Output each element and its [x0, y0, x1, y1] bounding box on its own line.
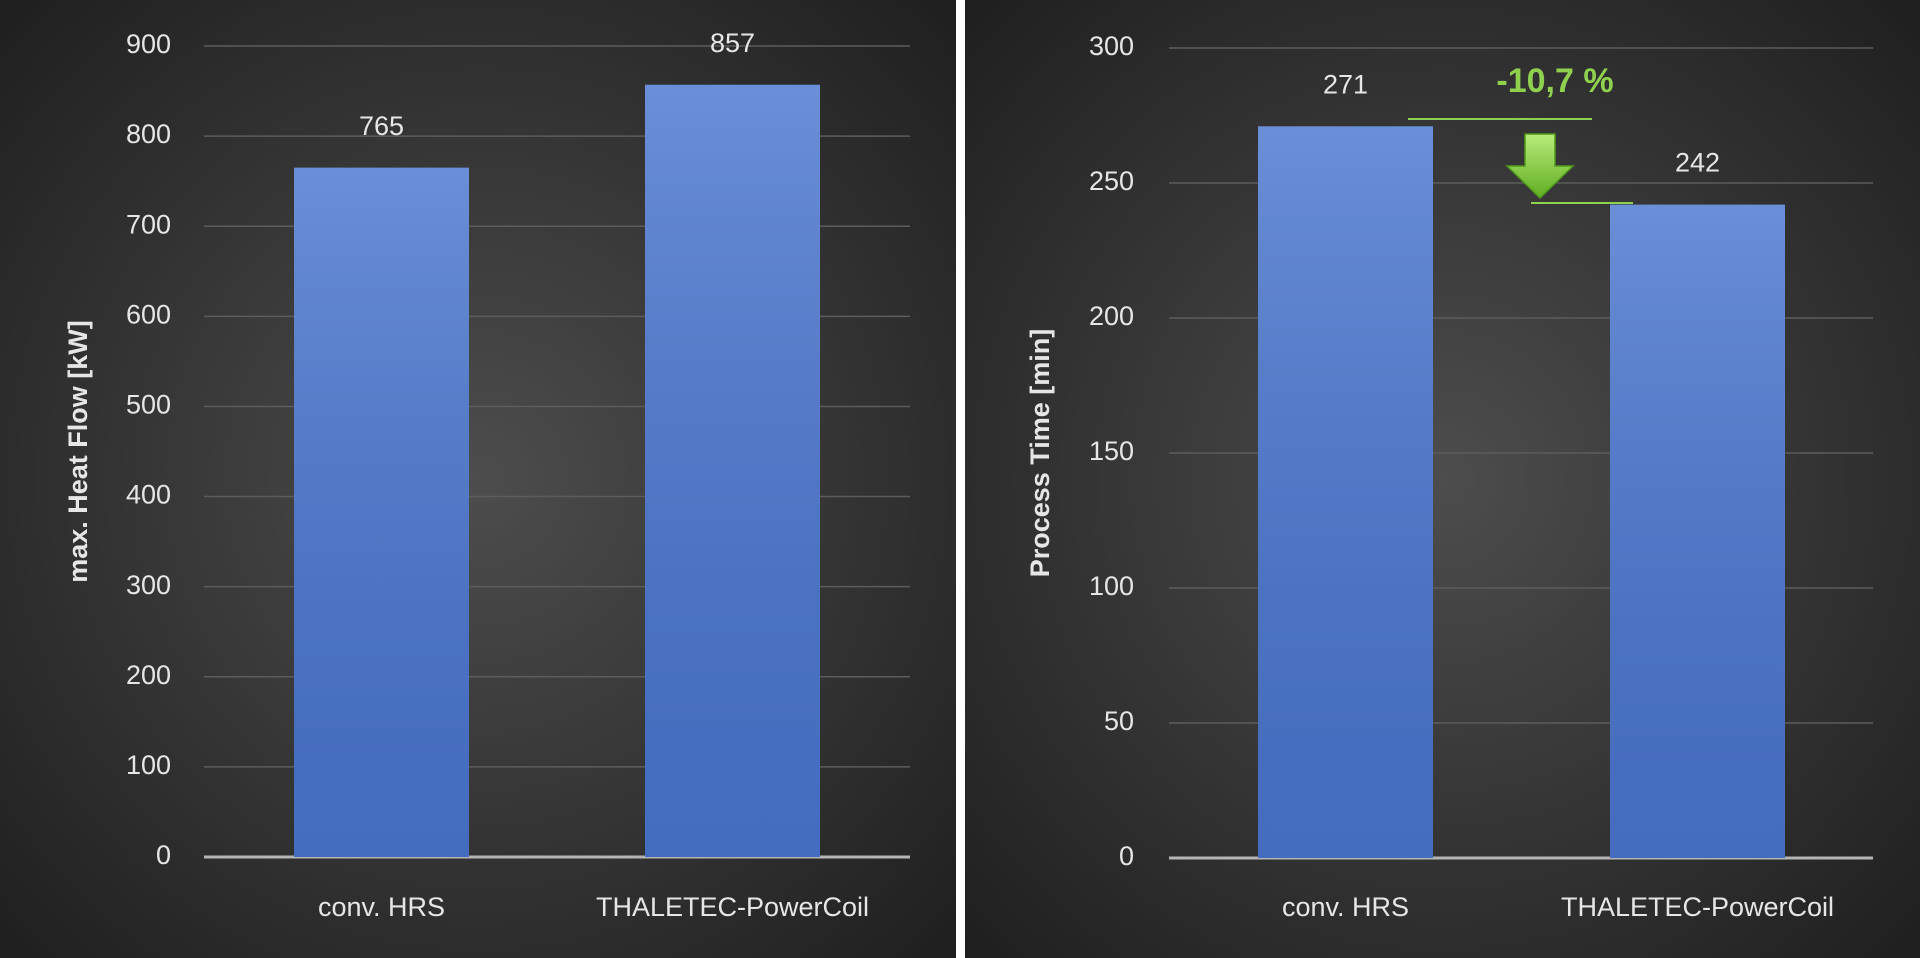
- y-tick-label: 100: [126, 750, 171, 780]
- y-tick-label: 900: [126, 29, 171, 59]
- bar-shade: [645, 84, 820, 857]
- y-tick-label: 200: [126, 660, 171, 690]
- y-tick-label: 600: [126, 299, 171, 329]
- y-tick-label: 500: [126, 390, 171, 420]
- data-label: 242: [1675, 148, 1720, 178]
- y-tick-label: 0: [1119, 841, 1134, 871]
- x-tick-label: conv. HRS: [318, 892, 445, 922]
- y-axis-label: Process Time [min]: [1025, 329, 1055, 578]
- x-tick-label: THALETEC-PowerCoil: [1561, 892, 1834, 922]
- y-tick-label: 800: [126, 119, 171, 149]
- y-tick-label: 100: [1089, 571, 1134, 601]
- y-tick-label: 0: [156, 840, 171, 870]
- bar-shade: [294, 167, 469, 857]
- x-tick-label: conv. HRS: [1282, 892, 1409, 922]
- annotation-arrow: [1505, 133, 1575, 200]
- bar-shade: [1610, 204, 1785, 859]
- annotation: -10,7 %: [1496, 62, 1613, 100]
- y-axis-label: max. Heat Flow [kW]: [63, 320, 93, 583]
- data-label: 857: [710, 28, 755, 58]
- data-label: 271: [1323, 69, 1368, 99]
- y-tick-label: 50: [1104, 706, 1134, 736]
- y-tick-label: 300: [126, 570, 171, 600]
- y-tick-label: 300: [1089, 31, 1134, 61]
- y-tick-label: 200: [1089, 301, 1134, 331]
- y-tick-label: 150: [1089, 436, 1134, 466]
- y-tick-label: 700: [126, 209, 171, 239]
- y-tick-label: 250: [1089, 166, 1134, 196]
- y-tick-label: 400: [126, 480, 171, 510]
- x-tick-label: THALETEC-PowerCoil: [596, 892, 869, 922]
- data-label: 765: [359, 111, 404, 141]
- bar-shade: [1258, 126, 1433, 859]
